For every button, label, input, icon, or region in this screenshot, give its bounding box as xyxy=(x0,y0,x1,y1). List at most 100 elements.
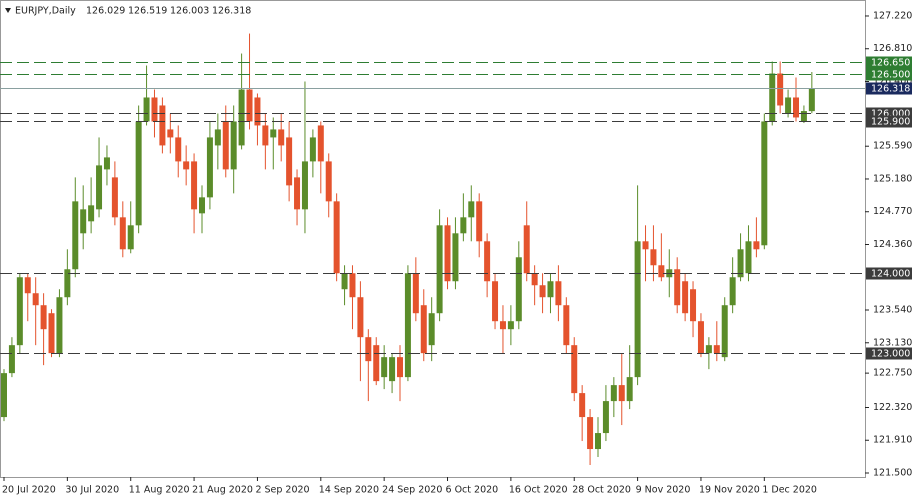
candle-body xyxy=(135,121,142,226)
candle-body xyxy=(230,121,237,170)
candle-body xyxy=(539,285,546,298)
candle-body xyxy=(373,345,380,382)
level-label: 123.000 xyxy=(871,349,910,360)
candle-body xyxy=(674,269,681,306)
level-label: 126.650 xyxy=(871,58,910,69)
candle-body xyxy=(64,269,71,298)
candle-body xyxy=(8,345,15,374)
header-value: 126.029 xyxy=(86,6,125,17)
candle-body xyxy=(761,121,768,246)
header-arrow xyxy=(5,8,11,13)
candle-body xyxy=(24,277,31,294)
x-tick-label: 24 Sep 2020 xyxy=(382,485,442,496)
candle-body xyxy=(80,209,87,234)
candle-body xyxy=(745,241,752,274)
candle-body xyxy=(159,105,166,146)
candle-body xyxy=(428,313,435,346)
candle-body xyxy=(555,281,562,306)
candle-body xyxy=(412,273,419,314)
candle-body xyxy=(222,121,229,170)
candle-body xyxy=(191,161,198,210)
candle-body xyxy=(286,137,293,186)
candle-body xyxy=(476,201,483,242)
x-tick-label: 11 Aug 2020 xyxy=(129,485,190,496)
candle-body xyxy=(72,201,79,270)
candle-body xyxy=(610,385,617,402)
level-label: 126.500 xyxy=(871,70,910,81)
candle-body xyxy=(206,137,213,198)
level-label-bg xyxy=(866,115,912,128)
level-label-bg xyxy=(866,347,912,360)
candle-body xyxy=(270,129,277,138)
candle-body xyxy=(96,165,103,210)
candle-body xyxy=(103,157,110,170)
candle-body xyxy=(357,297,364,338)
y-tick-label: 126.400 xyxy=(873,76,912,87)
level-label: 124.000 xyxy=(871,269,910,280)
candle-body xyxy=(48,313,55,354)
x-tick-label: 1 Dec 2020 xyxy=(762,485,817,496)
candle-body xyxy=(515,257,522,322)
candle-body xyxy=(705,345,712,354)
candle-body xyxy=(587,417,594,450)
y-tick-label: 124.770 xyxy=(873,206,912,217)
candle-body xyxy=(119,217,126,250)
candle-body xyxy=(785,97,792,114)
candle-body xyxy=(40,305,47,330)
candle-body xyxy=(294,177,301,210)
candle-body xyxy=(531,273,538,286)
candle-body xyxy=(777,73,784,106)
y-tick-label: 121.500 xyxy=(873,468,912,479)
x-tick-label: 20 Jul 2020 xyxy=(2,485,56,496)
candle-body xyxy=(32,293,39,306)
candle-body xyxy=(468,201,475,218)
candle-body xyxy=(729,277,736,306)
level-label: 126.000 xyxy=(871,109,910,120)
candle-body xyxy=(88,205,95,222)
x-tick-label: 6 Oct 2020 xyxy=(446,485,499,496)
candle-body xyxy=(278,129,285,146)
candle-body xyxy=(690,289,697,322)
candle-body xyxy=(16,277,23,346)
candle-body xyxy=(618,385,625,402)
level-label-bg xyxy=(866,267,912,280)
candle-body xyxy=(317,125,324,162)
candle-body xyxy=(484,241,491,282)
candle-body xyxy=(800,111,807,122)
candle-body xyxy=(492,281,499,322)
candle-body xyxy=(1,373,7,418)
candle-body xyxy=(175,137,182,162)
y-tick-label: 126.810 xyxy=(873,43,912,54)
candle-body xyxy=(56,297,63,354)
candle-body xyxy=(650,249,657,266)
candle-body xyxy=(626,377,633,402)
candle-body xyxy=(547,281,554,298)
header-value: 126.519 xyxy=(128,6,167,17)
last-price-bg xyxy=(866,82,912,95)
y-tick-label: 123.130 xyxy=(873,337,912,348)
candle-body xyxy=(499,321,506,330)
candle-body xyxy=(793,97,799,118)
candle-body xyxy=(199,197,205,214)
candle-body xyxy=(444,225,451,282)
candle-body xyxy=(381,357,388,378)
candle-body xyxy=(111,177,118,218)
y-tick-label: 127.220 xyxy=(873,10,912,21)
y-tick-label: 124.360 xyxy=(873,239,912,250)
header-value: 126.003 xyxy=(170,6,209,17)
x-tick-label: 16 Oct 2020 xyxy=(509,485,568,496)
y-tick-label: 121.910 xyxy=(873,435,912,446)
y-tick-label: 122.750 xyxy=(873,368,912,379)
x-tick-label: 21 Aug 2020 xyxy=(192,485,253,496)
candle-body xyxy=(143,97,150,122)
candle-body xyxy=(262,125,269,146)
level-label-bg xyxy=(866,56,912,69)
chart-title: EURJPY,Daily xyxy=(15,6,76,17)
x-tick-label: 9 Nov 2020 xyxy=(636,485,691,496)
candle-body xyxy=(595,433,601,450)
candle-body xyxy=(238,89,245,146)
candle-body xyxy=(214,129,221,146)
level-label-bg xyxy=(866,68,912,81)
candle-body xyxy=(151,97,158,122)
